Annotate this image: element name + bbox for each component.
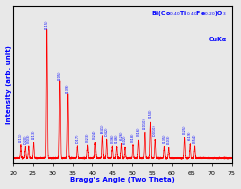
Text: (213): (213) <box>32 129 36 139</box>
Text: (139): (139) <box>66 83 70 93</box>
Text: (316): (316) <box>136 127 141 136</box>
Text: (323): (323) <box>86 132 90 142</box>
Text: (135): (135) <box>162 133 166 143</box>
Text: (841): (841) <box>100 123 104 133</box>
Text: (603): (603) <box>167 135 171 144</box>
Text: (625): (625) <box>183 124 187 134</box>
Text: (211): (211) <box>19 132 23 142</box>
Text: (020): (020) <box>23 135 27 144</box>
Text: (354): (354) <box>193 133 197 143</box>
Text: (324): (324) <box>93 129 97 139</box>
Text: (2010): (2010) <box>143 117 147 129</box>
Y-axis label: Intensity (arb. unit): Intensity (arb. unit) <box>6 45 12 124</box>
Text: Bi(Co$_{0.40}$Ti$_{0.40}$Fe$_{0.20}$)O$_3$: Bi(Co$_{0.40}$Ti$_{0.40}$Fe$_{0.20}$)O$_… <box>151 9 227 18</box>
Text: CuKα: CuKα <box>209 37 227 42</box>
Text: (526): (526) <box>120 131 123 140</box>
Text: (0010): (0010) <box>153 125 157 136</box>
Text: (519): (519) <box>188 131 192 140</box>
Text: (502): (502) <box>123 135 127 144</box>
Text: (150): (150) <box>148 109 153 119</box>
Text: (303): (303) <box>27 133 31 143</box>
Text: (042): (042) <box>105 127 109 136</box>
Text: (205): (205) <box>58 70 62 80</box>
Text: (318): (318) <box>131 132 135 142</box>
X-axis label: Bragg's Angle (Two Theta): Bragg's Angle (Two Theta) <box>70 177 174 184</box>
Text: (115): (115) <box>45 19 49 29</box>
Text: (336): (336) <box>110 133 114 143</box>
Text: (017): (017) <box>75 133 79 143</box>
Text: (146): (146) <box>115 133 119 143</box>
